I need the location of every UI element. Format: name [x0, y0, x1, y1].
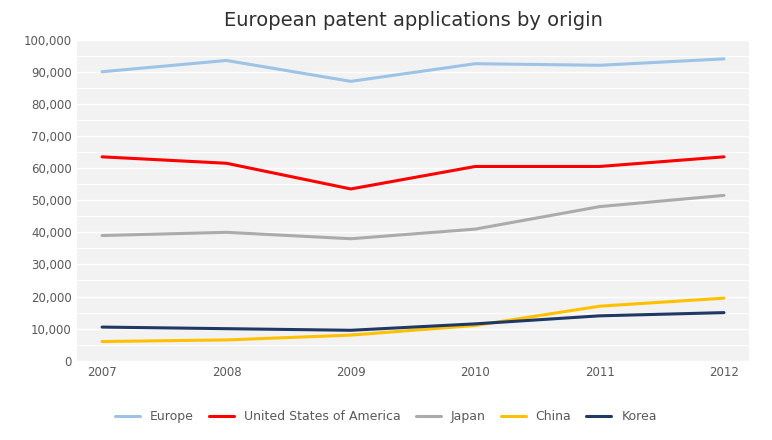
China [595, 304, 604, 309]
Line: Japan: Japan [102, 195, 724, 239]
China [346, 333, 355, 338]
Title: European patent applications by origin: European patent applications by origin [224, 11, 602, 30]
Europe [720, 56, 729, 62]
Europe [346, 79, 355, 84]
China [222, 337, 231, 343]
Europe [97, 69, 107, 74]
Line: Korea: Korea [102, 312, 724, 330]
Europe [471, 61, 480, 66]
United States of America [97, 154, 107, 159]
Europe [595, 62, 604, 68]
United States of America [720, 154, 729, 159]
Korea [222, 326, 231, 331]
Japan [97, 233, 107, 238]
Korea [720, 310, 729, 315]
United States of America [595, 164, 604, 169]
Japan [222, 230, 231, 235]
Line: China: China [102, 298, 724, 341]
Japan [346, 236, 355, 242]
Japan [471, 227, 480, 232]
United States of America [346, 186, 355, 191]
Korea [346, 328, 355, 333]
United States of America [471, 164, 480, 169]
Line: United States of America: United States of America [102, 157, 724, 189]
Korea [595, 313, 604, 319]
Line: Europe: Europe [102, 59, 724, 81]
China [97, 339, 107, 344]
United States of America [222, 161, 231, 166]
Europe [222, 58, 231, 63]
China [720, 296, 729, 301]
China [471, 323, 480, 328]
Japan [720, 193, 729, 198]
Korea [471, 321, 480, 326]
Legend: Europe, United States of America, Japan, China, Korea: Europe, United States of America, Japan,… [109, 404, 663, 429]
Japan [595, 204, 604, 209]
Korea [97, 324, 107, 330]
